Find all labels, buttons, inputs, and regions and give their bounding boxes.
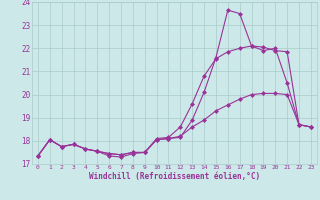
X-axis label: Windchill (Refroidissement éolien,°C): Windchill (Refroidissement éolien,°C) <box>89 172 260 181</box>
